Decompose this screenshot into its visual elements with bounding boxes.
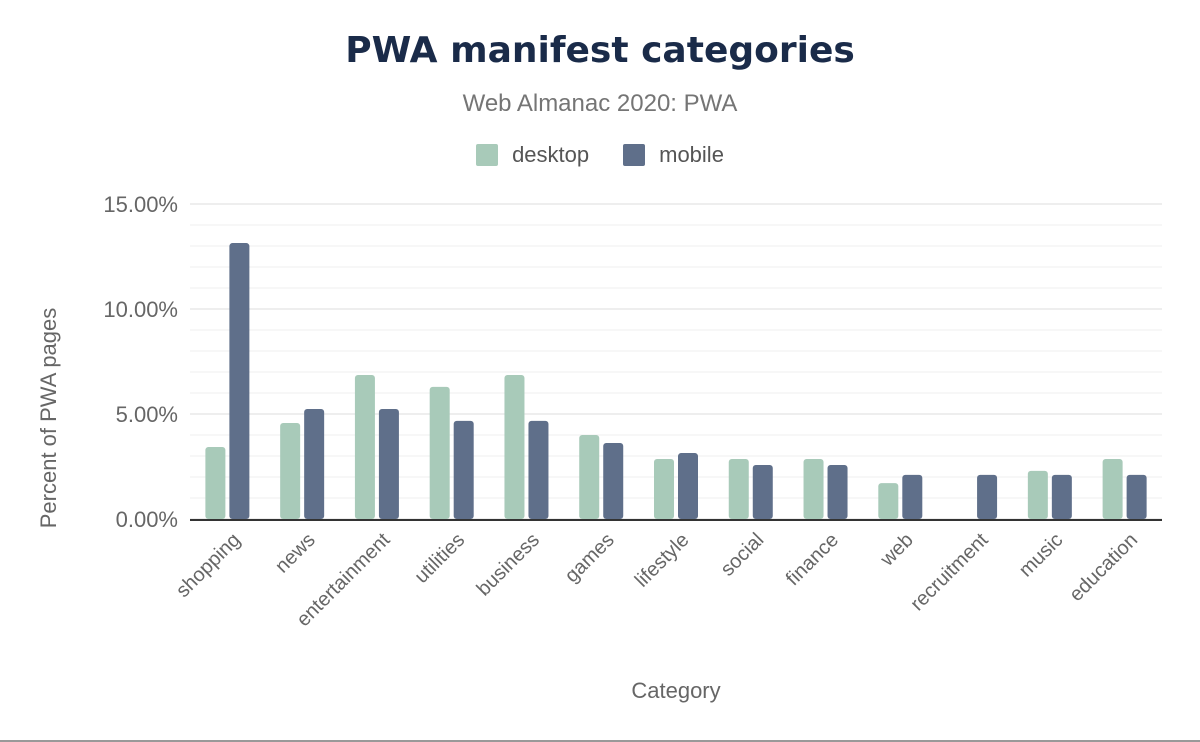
legend: desktop mobile xyxy=(0,142,1200,168)
bar-desktop-social xyxy=(728,458,749,519)
bar-mobile-news xyxy=(304,408,325,519)
x-tick-label: shopping xyxy=(172,529,245,602)
x-tick-label: lifestyle xyxy=(631,529,694,592)
bar-mobile-social xyxy=(752,465,773,519)
bar-desktop-lifestyle xyxy=(654,458,674,519)
x-tick-label: utilities xyxy=(410,529,469,588)
y-tick-label: 0.00% xyxy=(116,507,178,532)
bar-desktop-web xyxy=(878,483,899,519)
chart-subtitle: Web Almanac 2020: PWA xyxy=(462,90,738,117)
x-tick-label: recruitment xyxy=(906,529,993,616)
divider xyxy=(0,740,1200,742)
x-tick-label: business xyxy=(473,529,544,600)
bar-mobile-shopping xyxy=(229,243,250,519)
bar-mobile-web xyxy=(902,474,923,519)
y-tick-label: 15.00% xyxy=(103,192,178,217)
legend-item-desktop[interactable]: desktop xyxy=(476,142,589,168)
bar-desktop-education xyxy=(1102,458,1123,519)
x-tick-label: web xyxy=(876,529,918,571)
y-tick-label: 10.00% xyxy=(103,297,178,322)
bar-desktop-games xyxy=(579,435,600,519)
x-axis-title: Category xyxy=(631,678,720,703)
x-tick-label: music xyxy=(1015,529,1067,581)
bar-mobile-music xyxy=(1051,474,1072,519)
x-tick-label: education xyxy=(1065,529,1142,606)
bar-mobile-utilities xyxy=(453,420,474,519)
bar-desktop-entertainment xyxy=(354,374,375,519)
y-tick-label: 5.00% xyxy=(116,402,178,427)
bar-mobile-business xyxy=(528,420,549,519)
bar-desktop-news xyxy=(280,423,301,519)
bar-mobile-finance xyxy=(827,465,848,519)
bar-mobile-entertainment xyxy=(378,408,399,519)
legend-swatch-mobile xyxy=(623,144,646,166)
bar-desktop-finance xyxy=(803,458,824,519)
y-axis-title: Percent of PWA pages xyxy=(36,308,61,529)
bar-mobile-education xyxy=(1126,474,1147,519)
bar-mobile-games xyxy=(603,442,624,519)
bar-desktop-music xyxy=(1027,470,1048,519)
bar-mobile-lifestyle xyxy=(678,453,698,519)
legend-swatch-desktop xyxy=(476,144,499,166)
bar-desktop-business xyxy=(504,374,525,519)
legend-label-mobile: mobile xyxy=(659,142,724,167)
chart-title: PWA manifest categories xyxy=(345,30,855,71)
legend-item-mobile[interactable]: mobile xyxy=(623,142,724,168)
x-tick-label: finance xyxy=(782,529,843,590)
x-tick-label: news xyxy=(271,529,320,578)
bar-desktop-utilities xyxy=(429,386,450,519)
bar-mobile-recruitment xyxy=(977,474,998,519)
legend-label-desktop: desktop xyxy=(512,142,590,167)
x-tick-label: games xyxy=(561,529,619,587)
x-tick-label: social xyxy=(717,529,769,581)
bar-desktop-shopping xyxy=(205,446,226,519)
